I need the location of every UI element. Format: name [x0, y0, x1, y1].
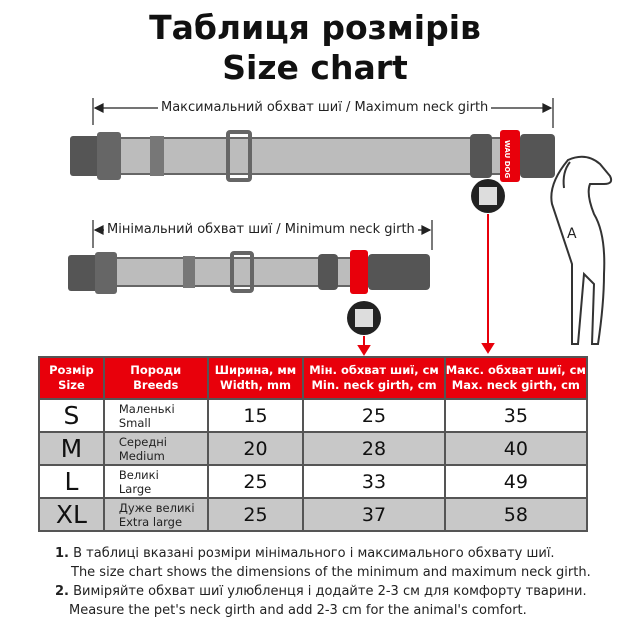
- breed-cell: Середні Medium: [102, 431, 209, 466]
- tag-label: WAU DOG: [503, 140, 511, 178]
- breed-cell: Маленькі Small: [102, 398, 209, 433]
- max-girth-label: Максимальний обхват шиї / Maximum neck g…: [158, 100, 492, 115]
- breed-cell: Великі Large: [102, 464, 209, 499]
- min-cell: 33: [302, 464, 446, 499]
- collar-max: [70, 130, 555, 213]
- min-cell: 25: [302, 398, 446, 433]
- min-girth-label: Мінімальний обхват шиї / Minimum neck gi…: [104, 222, 418, 237]
- header-breeds: Породи Breeds: [102, 356, 209, 400]
- width-cell: 25: [206, 464, 305, 499]
- note-2: 2. Виміряйте обхват шиї улюбленця і дода…: [55, 584, 587, 599]
- dog-label: A: [567, 226, 577, 242]
- width-cell: 20: [206, 431, 305, 466]
- notes: 1. В таблиці вказані розміри мінімальног…: [55, 544, 591, 620]
- arrow-to-max-column: [481, 214, 495, 354]
- size-cell: S: [38, 398, 105, 433]
- header-max-girth: Макс. обхват шиї, см Max. neck girth, cm: [443, 356, 589, 400]
- header-min-girth: Мін. обхват шиї, см Min. neck girth, cm: [302, 356, 446, 400]
- max-cell: 58: [443, 497, 589, 532]
- size-cell: XL: [38, 497, 105, 532]
- min-cell: 28: [302, 431, 446, 466]
- note-2-en: Measure the pet's neck girth and add 2-3…: [69, 603, 527, 618]
- table-row: XL Дуже великі Extra large 25 37 58: [38, 497, 589, 532]
- title-ua: Таблиця розмірів: [149, 8, 481, 47]
- dog-icon: [550, 155, 613, 345]
- collar-min: [68, 250, 430, 335]
- min-cell: 37: [302, 497, 446, 532]
- table-row: L Великі Large 25 33 49: [38, 464, 589, 499]
- title-en: Size chart: [222, 48, 408, 87]
- arrow-to-min-column: [357, 336, 371, 356]
- note-1-en: The size chart shows the dimensions of t…: [71, 565, 591, 580]
- table-row: S Маленькі Small 15 25 35: [38, 398, 589, 433]
- header-size: Розмір Size: [38, 356, 105, 400]
- note-1: 1. В таблиці вказані розміри мінімальног…: [55, 546, 555, 561]
- size-cell: M: [38, 431, 105, 466]
- max-cell: 40: [443, 431, 589, 466]
- breed-cell: Дуже великі Extra large: [102, 497, 209, 532]
- header-width: Ширина, мм Width, mm: [206, 356, 305, 400]
- max-cell: 35: [443, 398, 589, 433]
- table-header-row: Розмір Size Породи Breeds Ширина, мм Width,…: [38, 356, 589, 400]
- width-cell: 15: [206, 398, 305, 433]
- size-cell: L: [38, 464, 105, 499]
- width-cell: 25: [206, 497, 305, 532]
- size-table: Розмір Size Породи Breeds Ширина, мм Width,…: [38, 356, 589, 532]
- max-cell: 49: [443, 464, 589, 499]
- table-row: M Середні Medium 20 28 40: [38, 431, 589, 466]
